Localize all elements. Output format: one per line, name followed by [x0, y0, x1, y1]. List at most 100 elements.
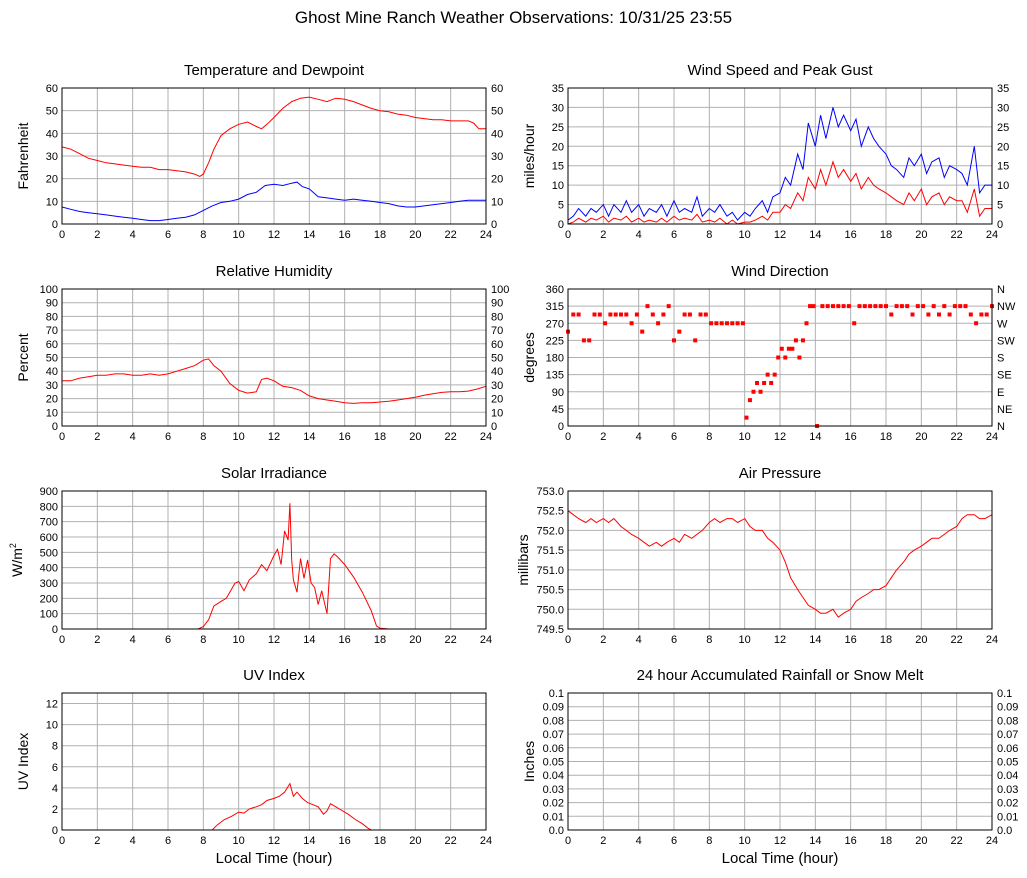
data-point: [765, 372, 770, 377]
y-tick-label: 135: [546, 370, 564, 382]
right-y-tick-label: 30: [997, 102, 1009, 114]
data-point: [915, 304, 920, 309]
x-tick-label: 12: [774, 229, 786, 241]
x-tick-label: 12: [774, 634, 786, 646]
data-point: [979, 312, 984, 317]
plot-frame: [567, 288, 993, 427]
x-tick-label: 6: [165, 431, 171, 443]
plot-frame: [61, 87, 487, 225]
data-point: [666, 304, 671, 309]
data-point: [769, 380, 774, 385]
plot-area: [62, 782, 486, 831]
x-tick-label: 22: [951, 634, 963, 646]
data-point: [747, 398, 752, 403]
y-tick-label: 10: [46, 196, 58, 208]
data-point: [841, 304, 846, 309]
x-tick-label: 16: [339, 835, 351, 847]
y-tick-label: 0.02: [543, 798, 564, 810]
y-tick-label: 700: [40, 517, 58, 529]
y-tick-label: 0.08: [543, 715, 564, 727]
x-tick-label: 2: [94, 835, 100, 847]
x-tick-label: 4: [130, 835, 136, 847]
x-tick-label: 6: [165, 835, 171, 847]
x-tick-label: 24: [480, 431, 492, 443]
data-point: [645, 304, 650, 309]
data-point: [624, 312, 629, 317]
right-y-tick-label: 25: [997, 122, 1009, 134]
y-tick-label: 10: [46, 720, 58, 732]
x-tick-label: 22: [951, 229, 963, 241]
x-tick-label: 4: [130, 229, 136, 241]
y-tick-label: 12: [46, 699, 58, 711]
data-point: [811, 304, 816, 309]
plot-frame: [61, 490, 487, 630]
x-tick-label: 8: [706, 835, 712, 847]
x-tick-label: 10: [233, 431, 245, 443]
right-y-tick-label: 0: [997, 219, 1003, 231]
y-tick-label: 300: [40, 578, 58, 590]
x-tick-label: 24: [480, 229, 492, 241]
y-tick-label: 0.06: [543, 743, 564, 755]
right-y-tick-label: 0.01: [997, 811, 1018, 823]
x-tick-label: 6: [671, 634, 677, 646]
x-tick-label: 24: [986, 634, 998, 646]
y-tick-label: 0: [52, 219, 58, 231]
y-tick-label: 50: [46, 106, 58, 118]
plot-area: [566, 304, 994, 428]
y-axis-label: Fahrenheit: [15, 122, 31, 189]
y-tick-label: 15: [552, 161, 564, 173]
x-tick-label: 12: [268, 229, 280, 241]
data-point: [862, 304, 867, 309]
plot-frame: [61, 692, 487, 831]
y-tick-label: 0.0: [549, 825, 564, 837]
y-tick-label: 500: [40, 547, 58, 559]
y-tick-label: 80: [46, 311, 58, 323]
right-y-tick-label: 15: [997, 161, 1009, 173]
x-tick-label: 6: [165, 229, 171, 241]
data-point: [894, 304, 899, 309]
x-tick-label: 24: [480, 634, 492, 646]
y-tick-label: 4: [52, 783, 58, 795]
x-tick-label: 22: [445, 634, 457, 646]
y-tick-label: 6: [52, 762, 58, 774]
x-tick-label: 14: [809, 835, 821, 847]
data-point: [804, 321, 809, 326]
right-y-tick-label: 0.09: [997, 702, 1018, 714]
data-point: [786, 346, 791, 351]
x-tick-label: 14: [303, 431, 315, 443]
data-point: [730, 321, 735, 326]
x-tick-label: 10: [233, 835, 245, 847]
x-tick-label: 0: [59, 835, 65, 847]
data-point: [899, 304, 904, 309]
x-tick-label: 8: [200, 229, 206, 241]
data-point: [687, 312, 692, 317]
chart-title: UV Index: [243, 667, 305, 684]
y-tick-label: 0: [558, 421, 564, 433]
y-tick-label: 100: [40, 609, 58, 621]
x-tick-label: 10: [233, 229, 245, 241]
x-tick-label: 10: [739, 229, 751, 241]
y-tick-label: 400: [40, 563, 58, 575]
plot-frame: [567, 490, 993, 630]
y-tick-label: 30: [46, 380, 58, 392]
x-tick-label: 14: [809, 634, 821, 646]
y-tick-label: 360: [546, 284, 564, 296]
data-point: [873, 304, 878, 309]
data-point: [755, 380, 760, 385]
right-y-tick-label: 50: [491, 106, 503, 118]
data-point: [656, 321, 661, 326]
x-tick-label: 6: [671, 229, 677, 241]
x-tick-label: 2: [600, 835, 606, 847]
y-tick-label: 20: [46, 174, 58, 186]
x-tick-label: 18: [374, 431, 386, 443]
data-point: [937, 312, 941, 317]
x-tick-label: 4: [130, 634, 136, 646]
y-tick-label: 40: [46, 128, 58, 140]
data-point: [884, 304, 888, 309]
data-point: [672, 338, 676, 343]
y-tick-label: 800: [40, 501, 58, 513]
